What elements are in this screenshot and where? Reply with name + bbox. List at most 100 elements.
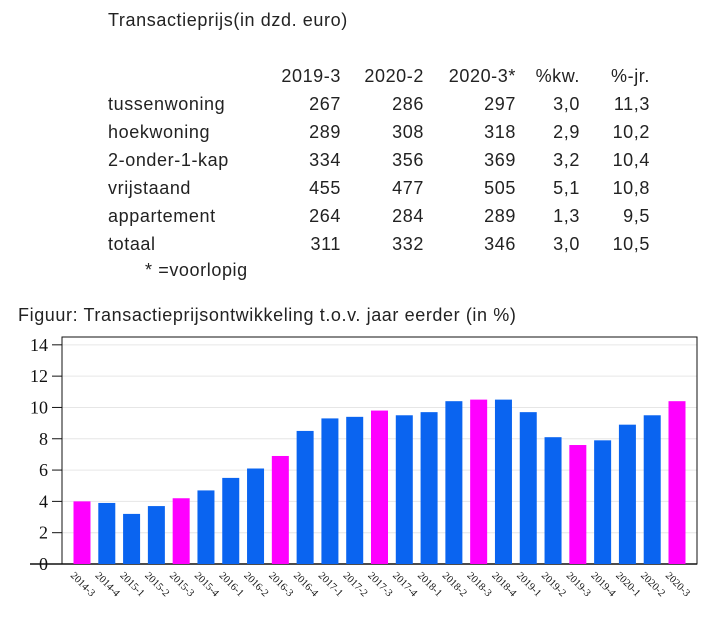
bar-2016-1 (222, 477, 240, 564)
table-cell: 308 (392, 122, 424, 142)
y-tick-label: 14 (30, 335, 48, 355)
bar-2019-3 (569, 445, 587, 564)
bar-2019-1 (519, 412, 537, 564)
figure-title: Figuur: Transactieprijsontwikkeling t.o.… (18, 305, 517, 325)
table-cell: 346 (484, 234, 516, 254)
row-label: tussenwoning (108, 94, 226, 114)
row-label: appartement (108, 206, 216, 226)
x-tick-label: 2014-4 (93, 570, 122, 599)
x-tick-label: 2019-1 (514, 570, 543, 599)
x-tick-label: 2019-4 (589, 570, 618, 599)
column-header: 2020-3* (448, 66, 516, 86)
x-tick-label: 2017-3 (365, 570, 394, 599)
table-cell: 505 (484, 178, 516, 198)
bar-2017-4 (395, 415, 413, 564)
x-tick-label: 2016-1 (217, 570, 246, 599)
x-tick-label: 2017-2 (341, 570, 370, 599)
y-tick-label: 10 (30, 397, 48, 417)
y-tick-label: 6 (39, 460, 48, 480)
table-cell: 10,5 (612, 234, 650, 254)
x-tick-label: 2020-2 (638, 570, 667, 599)
row-label: 2-onder-1-kap (108, 150, 229, 170)
x-tick-label: 2016-4 (291, 570, 320, 599)
table-cell: 3,2 (553, 150, 580, 170)
table-cell: 332 (392, 234, 424, 254)
x-tick-label: 2014-3 (68, 570, 97, 599)
table-cell: 318 (484, 122, 516, 142)
table-cell: 334 (309, 150, 341, 170)
column-header: %-jr. (611, 66, 650, 86)
x-tick-label: 2019-2 (539, 570, 568, 599)
bar-2018-1 (420, 412, 438, 564)
bar-2015-3 (172, 498, 190, 564)
table-cell: 10,2 (612, 122, 650, 142)
bar-2019-4 (594, 440, 612, 564)
bar-2018-4 (494, 399, 512, 564)
bar-2017-1 (321, 418, 339, 564)
table-cell: 11,3 (613, 94, 650, 114)
x-tick-label: 2018-2 (440, 570, 469, 599)
x-tick-label: 2019-3 (564, 570, 593, 599)
bar-2016-4 (296, 430, 314, 564)
table-title: Transactieprijs(in dzd. euro) (108, 10, 348, 30)
x-tick-label: 2018-1 (415, 570, 444, 599)
x-tick-label: 2017-4 (390, 570, 419, 599)
bar-2016-3 (271, 455, 289, 564)
table-cell: 264 (309, 206, 341, 226)
bar-2014-4 (98, 502, 116, 564)
x-tick-label: 2015-2 (142, 570, 171, 599)
row-label: hoekwoning (108, 122, 211, 142)
table-cell: 477 (392, 178, 424, 198)
bar-2017-2 (346, 416, 364, 564)
bar-2018-2 (445, 401, 463, 564)
bar-2020-3 (668, 401, 686, 564)
y-tick-label: 8 (39, 429, 48, 449)
row-label: vrijstaand (108, 178, 192, 198)
column-header: 2020-2 (364, 66, 424, 86)
y-tick-label: 2 (39, 523, 48, 543)
table-cell: 10,4 (612, 150, 650, 170)
x-tick-label: 2015-3 (167, 570, 196, 599)
table-cell: 5,1 (553, 178, 580, 198)
table-cell: 289 (484, 206, 516, 226)
table-cell: 356 (392, 150, 424, 170)
table-cell: 9,5 (623, 206, 650, 226)
x-tick-label: 2020-1 (613, 570, 642, 599)
bar-2017-3 (371, 410, 388, 564)
bar-2015-1 (123, 513, 141, 564)
bar-2015-2 (147, 506, 165, 564)
column-header: %kw. (535, 66, 580, 86)
table-cell: 2,9 (553, 122, 580, 142)
bar-2019-2 (544, 437, 562, 564)
x-tick-label: 2016-2 (241, 570, 270, 599)
x-tick-label: 2016-3 (266, 570, 295, 599)
y-tick-label: 12 (30, 366, 48, 386)
table-cell: 289 (309, 122, 341, 142)
x-tick-label: 2020-3 (663, 570, 692, 599)
bar-2018-3 (470, 399, 488, 564)
bar-2020-1 (618, 424, 636, 564)
table-cell: 369 (484, 150, 516, 170)
table-cell: 1,3 (553, 206, 580, 226)
x-tick-label: 2018-4 (489, 570, 518, 599)
x-tick-label: 2018-3 (465, 570, 494, 599)
x-tick-label: 2017-1 (316, 570, 345, 599)
table-cell: 267 (309, 94, 341, 114)
row-label: totaal (108, 234, 156, 254)
y-tick-label: 4 (39, 491, 48, 511)
table-cell: 10,8 (612, 178, 650, 198)
bar-2015-4 (197, 490, 215, 564)
table-cell: 3,0 (553, 94, 580, 114)
x-tick-label: 2015-1 (117, 570, 146, 599)
bar-2014-3 (73, 501, 91, 564)
bar-2016-2 (247, 468, 265, 564)
table-cell: 284 (392, 206, 424, 226)
table-cell: 286 (392, 94, 424, 114)
column-header: 2019-3 (281, 66, 341, 86)
table-cell: 311 (310, 234, 341, 254)
x-tick-label: 2015-4 (192, 570, 221, 599)
table-cell: 3,0 (553, 234, 580, 254)
table-footnote: * =voorlopig (145, 260, 248, 280)
